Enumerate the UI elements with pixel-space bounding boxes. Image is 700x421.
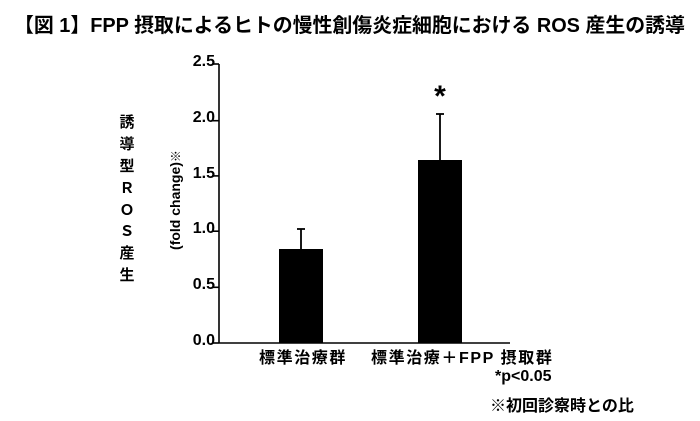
svg-text:*: * [434,80,446,113]
